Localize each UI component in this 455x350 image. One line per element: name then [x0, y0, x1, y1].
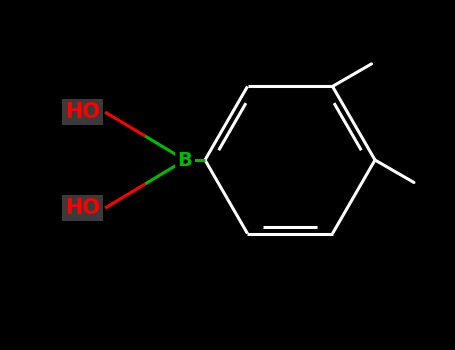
- Text: HO: HO: [65, 102, 100, 122]
- Text: B: B: [177, 150, 192, 169]
- Text: HO: HO: [65, 198, 100, 218]
